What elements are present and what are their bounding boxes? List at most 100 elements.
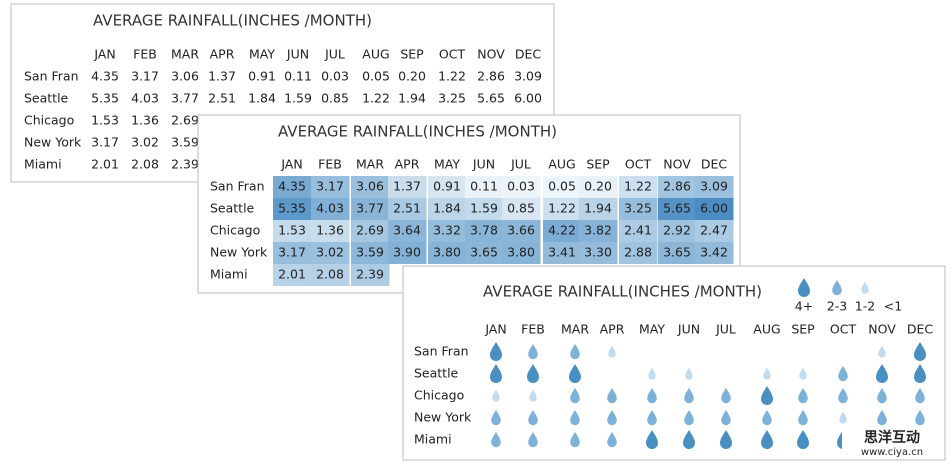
month-label: MAY <box>639 322 665 337</box>
rain-drop <box>914 364 926 383</box>
cell-value: 0.05 <box>548 179 576 194</box>
cell-value: 3.30 <box>584 245 612 260</box>
rain-drop <box>798 410 808 426</box>
cell-value: 0.03 <box>507 179 535 194</box>
city-label: New York <box>210 245 268 260</box>
cell-value: 4.03 <box>316 201 344 216</box>
month-label: JUN <box>286 47 309 62</box>
heat-cell <box>502 198 541 220</box>
cell-value: 3.06 <box>356 179 384 194</box>
panel: AVERAGE RAINFALL(INCHES /MONTH) JAN FEB MAR… <box>402 265 946 461</box>
cell-value: 3.17 <box>316 179 344 194</box>
heat-cell <box>658 242 697 264</box>
month-label: MAR <box>561 322 589 337</box>
rain-drop <box>720 430 732 449</box>
rain-drop <box>685 367 693 380</box>
cell-value: 1.53 <box>278 223 306 238</box>
rain-drop <box>876 364 888 383</box>
rain-drop <box>684 410 694 426</box>
heat-cell <box>428 242 467 264</box>
rain-drop <box>762 410 772 426</box>
month-label: OCT <box>625 157 652 172</box>
rain-drop <box>684 388 694 404</box>
cell-value: 3.25 <box>624 201 652 216</box>
heat-cell <box>428 220 467 242</box>
rain-drop <box>491 432 501 448</box>
heat-cell <box>273 242 312 264</box>
cell-value: 1.22 <box>624 179 652 194</box>
rain-drop <box>569 364 581 383</box>
cell-value: 5.65 <box>477 91 505 106</box>
city-label: Miami <box>24 157 62 172</box>
city-label: Chicago <box>414 388 464 403</box>
cell-value: 1.22 <box>362 91 390 106</box>
cell-value: 3.17 <box>278 245 306 260</box>
month-label: FEB <box>521 322 545 337</box>
heat-cell <box>695 220 734 242</box>
city-label: Seattle <box>210 201 255 216</box>
cell-value: 1.22 <box>438 69 466 84</box>
cell-value: 2.01 <box>91 157 119 172</box>
cell-value: 2.69 <box>356 223 384 238</box>
city-label: Chicago <box>210 223 260 238</box>
rain-drop <box>607 410 617 426</box>
cell-value: 0.11 <box>470 179 498 194</box>
legend-label: 2-3 <box>827 299 847 314</box>
cell-value: 2.86 <box>477 69 505 84</box>
cell-value: 2.88 <box>624 245 652 260</box>
legend-drop <box>832 280 842 296</box>
heat-cell <box>543 176 582 198</box>
rain-drop <box>877 388 887 404</box>
cell-value: 3.32 <box>433 223 461 238</box>
cell-value: 2.41 <box>624 223 652 238</box>
cell-value: 1.59 <box>284 91 312 106</box>
cell-value: 2.51 <box>208 91 236 106</box>
cell-value: 2.39 <box>171 157 199 172</box>
cell-value: 0.20 <box>398 69 426 84</box>
rain-drop <box>608 345 616 358</box>
rain-drop <box>490 364 502 383</box>
cell-value: 3.09 <box>700 179 728 194</box>
rain-drop <box>878 345 886 358</box>
month-label: JAN <box>93 47 115 62</box>
month-label: NOV <box>477 47 505 62</box>
heat-cell <box>619 198 658 220</box>
rain-drop <box>763 367 771 380</box>
month-label: OCT <box>830 322 857 337</box>
cell-value: 1.36 <box>131 113 159 128</box>
cell-value: 3.17 <box>131 69 159 84</box>
cell-value: 2.92 <box>663 223 691 238</box>
cell-value: 0.91 <box>248 69 276 84</box>
legend-label: 1-2 <box>855 299 875 314</box>
heat-cell <box>351 264 390 286</box>
rain-drop <box>528 432 538 448</box>
month-label: NOV <box>663 157 691 172</box>
month-label: SEP <box>791 322 815 337</box>
month-label: JUL <box>324 47 345 62</box>
rain-drop <box>492 389 500 402</box>
cell-value: 1.53 <box>91 113 119 128</box>
heat-cell <box>351 198 390 220</box>
rain-drop <box>839 411 847 424</box>
cell-value: 1.59 <box>470 201 498 216</box>
month-label: APR <box>210 47 235 62</box>
panel-title: AVERAGE RAINFALL(INCHES /MONTH) <box>278 123 557 141</box>
heat-cell <box>465 176 504 198</box>
cell-value: 5.35 <box>278 201 306 216</box>
month-label: SEP <box>400 47 424 62</box>
month-label: SEP <box>586 157 610 172</box>
cell-value: 2.86 <box>663 179 691 194</box>
cell-value: 1.37 <box>208 69 236 84</box>
panel-frame <box>402 265 946 461</box>
month-label: FEB <box>318 157 342 172</box>
rain-drop <box>877 410 887 426</box>
rain-drop <box>527 364 539 383</box>
rain-drop <box>607 432 617 448</box>
panel: AVERAGE RAINFALL(INCHES /MONTH) JAN FEB MAR… <box>197 114 741 294</box>
heat-cell <box>388 198 427 220</box>
rain-drop <box>915 410 925 426</box>
legend-label: <1 <box>884 299 902 314</box>
cell-value: 5.65 <box>663 201 691 216</box>
month-label: FEB <box>133 47 157 62</box>
